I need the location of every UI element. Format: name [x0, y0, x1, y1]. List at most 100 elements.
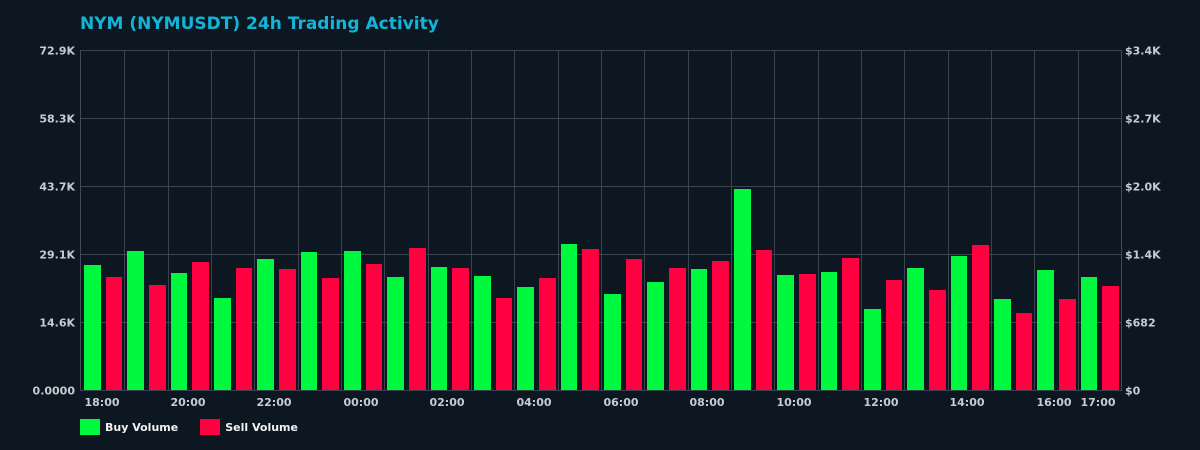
- buy-volume-bar[interactable]: [430, 266, 448, 390]
- y-left-tick-label: 43.7K: [39, 180, 75, 194]
- legend-label-sell: Sell Volume: [225, 420, 298, 434]
- y-left-tick-label: 0.0000: [32, 384, 75, 398]
- sell-volume-bar[interactable]: [1059, 299, 1076, 390]
- buy-volume-bar[interactable]: [127, 251, 144, 390]
- v-gridline: [1034, 50, 1036, 390]
- sell-volume-bar[interactable]: [365, 264, 383, 390]
- sell-volume-bar[interactable]: [885, 279, 903, 390]
- buy-volume-bar[interactable]: [387, 277, 404, 390]
- x-tick-label: 17:00: [1080, 396, 1116, 409]
- v-gridline: [124, 50, 126, 390]
- v-gridline: [557, 50, 559, 390]
- sell-swatch-icon: [200, 419, 221, 435]
- v-gridline: [644, 50, 646, 390]
- v-gridline: [254, 50, 256, 390]
- buy-volume-bar[interactable]: [777, 274, 794, 390]
- buy-volume-bar[interactable]: [300, 251, 318, 390]
- chart-title: NYM (NYMUSDT) 24h Trading Activity: [80, 14, 439, 34]
- y-right-tick-label: $682: [1125, 316, 1156, 330]
- buy-volume-bar[interactable]: [864, 308, 881, 390]
- buy-volume-bar[interactable]: [950, 256, 968, 390]
- sell-volume-bar[interactable]: [842, 258, 859, 390]
- x-tick-label: 06:00: [603, 396, 639, 409]
- v-gridline: [687, 50, 689, 390]
- buy-volume-bar[interactable]: [647, 281, 664, 390]
- x-tick-label: 22:00: [256, 396, 292, 409]
- sell-volume-bar[interactable]: [1102, 286, 1119, 390]
- buy-volume-bar[interactable]: [734, 189, 751, 390]
- sell-volume-bar[interactable]: [1015, 313, 1033, 390]
- sell-volume-bar[interactable]: [235, 267, 253, 390]
- y-left-tick-label: 58.3K: [39, 112, 75, 126]
- buy-volume-bar[interactable]: [517, 286, 534, 390]
- legend-item-sell[interactable]: Sell Volume: [200, 419, 298, 435]
- sell-volume-bar[interactable]: [495, 298, 513, 390]
- buy-volume-bar[interactable]: [820, 272, 838, 390]
- buy-volume-bar[interactable]: [84, 265, 101, 390]
- y-left-tick-label: 29.1K: [39, 248, 75, 262]
- legend: Buy Volume Sell Volume: [80, 419, 298, 435]
- x-tick-label: 08:00: [689, 396, 725, 409]
- v-gridline: [904, 50, 906, 390]
- buy-volume-bar[interactable]: [344, 251, 361, 390]
- buy-volume-bar[interactable]: [474, 276, 491, 390]
- v-gridline: [731, 50, 732, 390]
- v-gridline: [817, 50, 819, 390]
- y-right-tick-label: $3.4K: [1125, 44, 1161, 58]
- buy-volume-bar[interactable]: [257, 258, 274, 390]
- buy-volume-bar[interactable]: [1080, 277, 1098, 390]
- sell-volume-bar[interactable]: [322, 278, 339, 390]
- v-gridline: [211, 50, 212, 390]
- sell-volume-bar[interactable]: [582, 249, 599, 390]
- v-gridline: [991, 50, 992, 390]
- buy-volume-bar[interactable]: [604, 293, 621, 390]
- sell-volume-bar[interactable]: [755, 250, 773, 390]
- sell-volume-bar[interactable]: [972, 244, 989, 390]
- v-gridline: [384, 50, 386, 390]
- y-right-tick-label: $2.7K: [1125, 112, 1161, 126]
- v-gridline: [167, 50, 169, 390]
- v-gridline: [861, 50, 862, 390]
- v-gridline: [341, 50, 342, 390]
- x-tick-label: 18:00: [84, 396, 120, 409]
- buy-volume-bar[interactable]: [994, 299, 1011, 390]
- y-right-tick-label: $2.0K: [1125, 180, 1161, 194]
- buy-swatch-icon: [80, 419, 100, 435]
- sell-volume-bar[interactable]: [929, 290, 946, 390]
- x-tick-label: 14:00: [949, 396, 985, 409]
- x-tick-label: 20:00: [170, 396, 206, 409]
- sell-volume-bar[interactable]: [452, 267, 469, 390]
- v-gridline: [471, 50, 472, 390]
- sell-volume-bar[interactable]: [149, 285, 166, 390]
- sell-volume-bar[interactable]: [669, 267, 686, 390]
- buy-volume-bar[interactable]: [560, 244, 578, 390]
- sell-volume-bar[interactable]: [625, 258, 643, 390]
- sell-volume-bar[interactable]: [409, 248, 426, 390]
- x-tick-label: 00:00: [343, 396, 379, 409]
- x-tick-label: 04:00: [516, 396, 552, 409]
- sell-volume-bar[interactable]: [799, 273, 816, 390]
- sell-volume-bar[interactable]: [279, 269, 296, 390]
- sell-volume-bar[interactable]: [539, 278, 556, 390]
- h-gridline: [81, 390, 1121, 391]
- buy-volume-bar[interactable]: [214, 298, 231, 390]
- y-left-tick-label: 72.9K: [39, 44, 75, 58]
- v-gridline: [297, 50, 299, 390]
- buy-volume-bar[interactable]: [1037, 270, 1054, 390]
- v-gridline: [514, 50, 516, 390]
- x-tick-label: 12:00: [863, 396, 899, 409]
- sell-volume-bar[interactable]: [105, 277, 123, 390]
- buy-volume-bar[interactable]: [907, 267, 924, 390]
- x-tick-label: 16:00: [1036, 396, 1072, 409]
- y-right-tick-label: $1.4K: [1125, 248, 1161, 262]
- sell-volume-bar[interactable]: [712, 260, 729, 390]
- x-tick-label: 10:00: [776, 396, 812, 409]
- y-right-tick-label: $0: [1125, 384, 1141, 398]
- x-tick-label: 02:00: [429, 396, 465, 409]
- sell-volume-bar[interactable]: [192, 262, 209, 390]
- plot-area: [80, 50, 1122, 391]
- legend-item-buy[interactable]: Buy Volume: [80, 419, 178, 435]
- buy-volume-bar[interactable]: [690, 269, 708, 390]
- v-gridline: [601, 50, 602, 390]
- buy-volume-bar[interactable]: [170, 272, 188, 390]
